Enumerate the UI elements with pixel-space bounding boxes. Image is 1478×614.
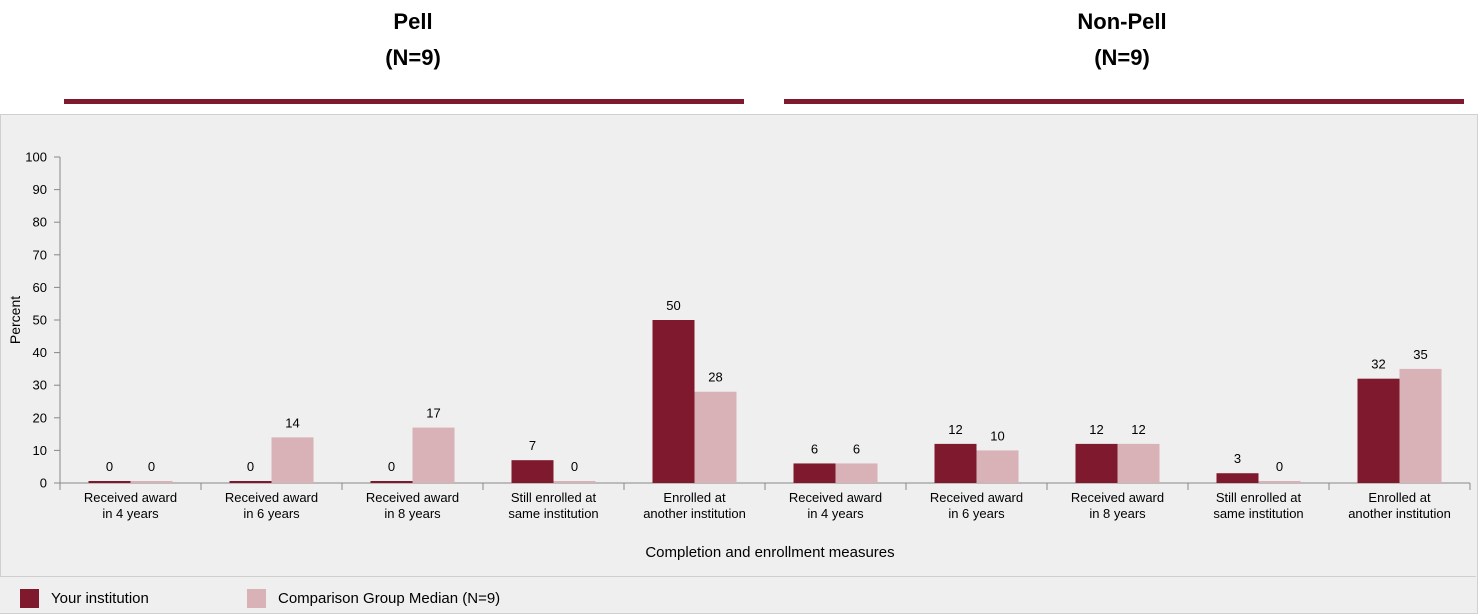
value-label-your-institution: 12 bbox=[1089, 422, 1103, 437]
x-category-label: Still enrolled at bbox=[1216, 490, 1302, 505]
chart-panel bbox=[0, 114, 1478, 614]
x-category-label: in 6 years bbox=[243, 506, 300, 521]
bar-comparison bbox=[835, 463, 878, 483]
bar-comparison bbox=[1258, 481, 1301, 483]
value-label-comparison: 35 bbox=[1413, 347, 1427, 362]
legend-item-comparison: Comparison Group Median (N=9) bbox=[247, 589, 500, 608]
x-category-label: Still enrolled at bbox=[511, 490, 597, 505]
bar-your-institution bbox=[1357, 378, 1400, 483]
bar-comparison bbox=[553, 481, 596, 483]
x-category-label: in 4 years bbox=[807, 506, 864, 521]
value-label-your-institution: 7 bbox=[529, 438, 536, 453]
value-label-comparison: 14 bbox=[285, 415, 299, 430]
y-tick-label: 50 bbox=[33, 313, 47, 328]
group-name: Pell bbox=[393, 9, 433, 34]
group-title-pell: Pell (N=9) bbox=[313, 4, 513, 76]
x-category-label: in 8 years bbox=[1089, 506, 1146, 521]
x-category-label: Received award bbox=[789, 490, 882, 505]
y-tick-label: 0 bbox=[40, 476, 47, 491]
group-rule-pell bbox=[64, 99, 744, 104]
bar-your-institution bbox=[652, 320, 695, 483]
x-category-label: in 6 years bbox=[948, 506, 1005, 521]
legend-swatch-comparison bbox=[247, 589, 266, 608]
value-label-your-institution: 0 bbox=[106, 459, 113, 474]
bar-your-institution bbox=[793, 463, 836, 483]
legend-label-your-institution: Your institution bbox=[51, 590, 149, 607]
bar-comparison bbox=[976, 450, 1019, 483]
x-category-label: Enrolled at bbox=[1368, 490, 1431, 505]
value-label-your-institution: 50 bbox=[666, 298, 680, 313]
x-category-label: another institution bbox=[643, 506, 746, 521]
legend-label-comparison: Comparison Group Median (N=9) bbox=[278, 590, 501, 607]
value-label-comparison: 6 bbox=[853, 441, 860, 456]
value-label-comparison: 0 bbox=[1276, 459, 1283, 474]
y-axis-label: Percent bbox=[7, 296, 23, 344]
bar-your-institution bbox=[1216, 473, 1259, 483]
x-axis-label: Completion and enrollment measures bbox=[645, 544, 894, 561]
x-category-label: Received award bbox=[366, 490, 459, 505]
x-category-label: same institution bbox=[1213, 506, 1303, 521]
y-tick-label: 10 bbox=[33, 443, 47, 458]
bar-your-institution bbox=[370, 481, 413, 483]
y-tick-label: 20 bbox=[33, 410, 47, 425]
y-tick-label: 30 bbox=[33, 378, 47, 393]
y-tick-label: 100 bbox=[25, 150, 47, 165]
value-label-comparison: 0 bbox=[148, 459, 155, 474]
legend: Your institution Comparison Group Median… bbox=[0, 576, 1476, 613]
group-rule-nonpell bbox=[784, 99, 1464, 104]
bar-comparison bbox=[271, 437, 314, 483]
value-label-comparison: 10 bbox=[990, 428, 1004, 443]
bar-your-institution bbox=[229, 481, 272, 483]
y-tick-label: 80 bbox=[33, 215, 47, 230]
value-label-your-institution: 0 bbox=[388, 459, 395, 474]
bar-comparison bbox=[130, 481, 173, 483]
value-label-your-institution: 3 bbox=[1234, 451, 1241, 466]
x-category-label: Received award bbox=[930, 490, 1023, 505]
value-label-comparison: 17 bbox=[426, 406, 440, 421]
bar-your-institution bbox=[88, 481, 131, 483]
value-label-your-institution: 12 bbox=[948, 422, 962, 437]
legend-swatch-your-institution bbox=[20, 589, 39, 608]
bar-your-institution bbox=[511, 460, 554, 483]
bar-comparison bbox=[694, 391, 737, 483]
x-category-label: Received award bbox=[84, 490, 177, 505]
x-category-label: in 8 years bbox=[384, 506, 441, 521]
group-name: Non-Pell bbox=[1077, 9, 1167, 34]
x-category-label: Received award bbox=[225, 490, 318, 505]
value-label-comparison: 0 bbox=[571, 459, 578, 474]
bar-your-institution bbox=[1075, 443, 1118, 483]
y-tick-label: 90 bbox=[33, 182, 47, 197]
value-label-your-institution: 0 bbox=[247, 459, 254, 474]
group-n: (N=9) bbox=[385, 45, 441, 70]
bar-comparison bbox=[412, 427, 455, 483]
group-title-nonpell: Non-Pell (N=9) bbox=[1022, 4, 1222, 76]
y-tick-label: 70 bbox=[33, 247, 47, 262]
value-label-your-institution: 32 bbox=[1371, 357, 1385, 372]
group-n: (N=9) bbox=[1094, 45, 1150, 70]
y-tick-label: 40 bbox=[33, 345, 47, 360]
bar-your-institution bbox=[934, 443, 977, 483]
x-category-label: same institution bbox=[508, 506, 598, 521]
value-label-your-institution: 6 bbox=[811, 441, 818, 456]
legend-item-your-institution: Your institution bbox=[20, 589, 149, 608]
bar-comparison bbox=[1117, 443, 1160, 483]
x-category-label: another institution bbox=[1348, 506, 1451, 521]
x-category-label: Received award bbox=[1071, 490, 1164, 505]
value-label-comparison: 28 bbox=[708, 370, 722, 385]
y-tick-label: 60 bbox=[33, 280, 47, 295]
x-category-label: Enrolled at bbox=[663, 490, 726, 505]
value-label-comparison: 12 bbox=[1131, 422, 1145, 437]
x-category-label: in 4 years bbox=[102, 506, 159, 521]
bar-comparison bbox=[1399, 368, 1442, 483]
